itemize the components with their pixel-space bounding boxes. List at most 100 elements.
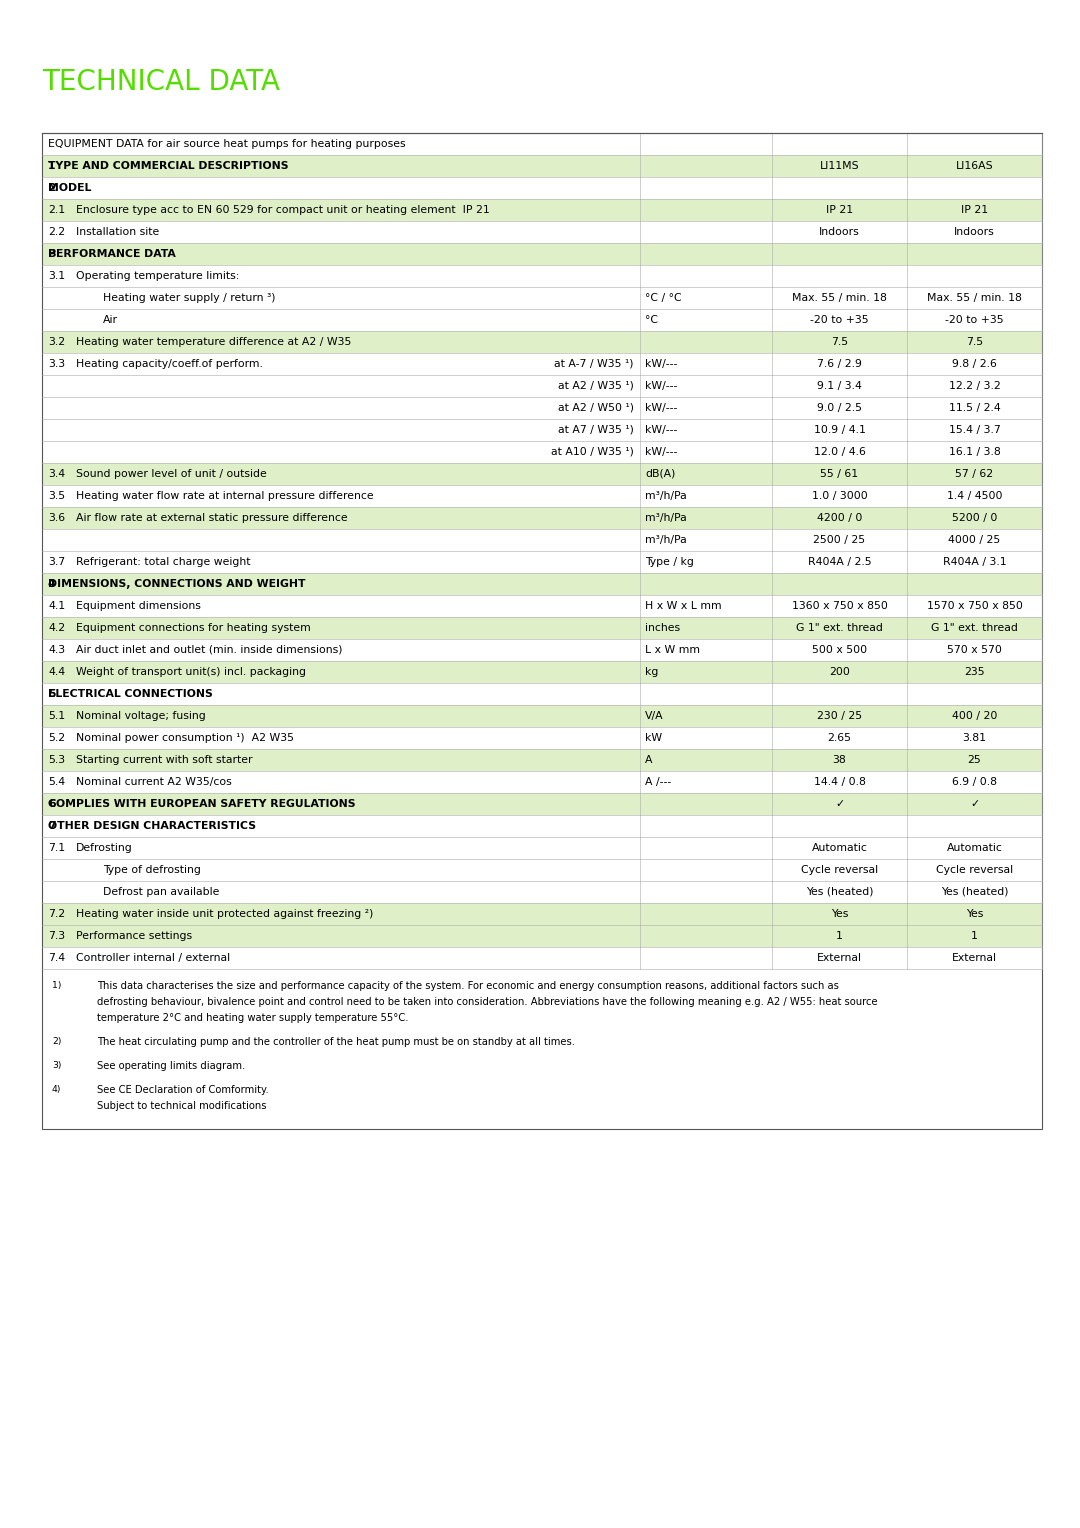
Text: 3: 3 xyxy=(48,249,56,260)
Bar xyxy=(42,749,1042,772)
Text: Starting current with soft starter: Starting current with soft starter xyxy=(76,755,253,766)
Text: IP 21: IP 21 xyxy=(826,205,853,215)
Text: 4.3: 4.3 xyxy=(48,645,65,656)
Text: This data characterises the size and performance capacity of the system. For eco: This data characterises the size and per… xyxy=(97,981,839,992)
Text: at A-7 / W35 ¹): at A-7 / W35 ¹) xyxy=(554,359,634,368)
Text: 7.5: 7.5 xyxy=(966,338,983,347)
Bar xyxy=(42,859,1042,882)
Text: 4.1: 4.1 xyxy=(48,601,65,611)
Text: kW/---: kW/--- xyxy=(645,448,677,457)
Bar xyxy=(42,529,1042,552)
Bar xyxy=(42,397,1042,419)
Bar xyxy=(42,727,1042,749)
Text: 200: 200 xyxy=(829,668,850,677)
Text: Nominal power consumption ¹)  A2 W35: Nominal power consumption ¹) A2 W35 xyxy=(76,733,294,743)
Text: A /---: A /--- xyxy=(645,778,672,787)
Text: External: External xyxy=(951,953,997,963)
Text: 11.5 / 2.4: 11.5 / 2.4 xyxy=(948,403,1000,413)
Bar xyxy=(42,133,1042,1129)
Text: Type of defrosting: Type of defrosting xyxy=(103,865,201,876)
Text: Automatic: Automatic xyxy=(811,843,867,853)
Text: LI16AS: LI16AS xyxy=(956,160,994,171)
Text: ✓: ✓ xyxy=(970,799,980,808)
Text: 3): 3) xyxy=(52,1060,62,1070)
Text: 9.8 / 2.6: 9.8 / 2.6 xyxy=(953,359,997,368)
Text: 235: 235 xyxy=(964,668,985,677)
Bar xyxy=(42,177,1042,199)
Bar xyxy=(42,882,1042,903)
Text: 38: 38 xyxy=(833,755,847,766)
Text: Air flow rate at external static pressure difference: Air flow rate at external static pressur… xyxy=(76,513,348,523)
Text: 57 / 62: 57 / 62 xyxy=(956,469,994,478)
Text: 1570 x 750 x 850: 1570 x 750 x 850 xyxy=(927,601,1023,611)
Text: Yes (heated): Yes (heated) xyxy=(941,886,1009,897)
Bar xyxy=(42,814,1042,837)
Text: -20 to +35: -20 to +35 xyxy=(810,315,868,325)
Text: L x W mm: L x W mm xyxy=(645,645,700,656)
Bar xyxy=(42,662,1042,683)
Text: R404A / 3.1: R404A / 3.1 xyxy=(943,558,1007,567)
Text: 3.6: 3.6 xyxy=(48,513,65,523)
Text: 7.6 / 2.9: 7.6 / 2.9 xyxy=(818,359,862,368)
Text: 3.4: 3.4 xyxy=(48,469,65,478)
Text: Defrosting: Defrosting xyxy=(76,843,133,853)
Text: Automatic: Automatic xyxy=(946,843,1002,853)
Text: 12.2 / 3.2: 12.2 / 3.2 xyxy=(948,380,1000,391)
Bar xyxy=(42,222,1042,243)
Text: 4.4: 4.4 xyxy=(48,668,65,677)
Text: °C: °C xyxy=(645,315,658,325)
Bar xyxy=(42,154,1042,177)
Text: 5.4: 5.4 xyxy=(48,778,65,787)
Text: m³/h/Pa: m³/h/Pa xyxy=(645,513,687,523)
Text: Cycle reversal: Cycle reversal xyxy=(801,865,878,876)
Text: 25: 25 xyxy=(968,755,982,766)
Text: defrosting behaviour, bivalence point and control need to be taken into consider: defrosting behaviour, bivalence point an… xyxy=(97,996,878,1007)
Text: MODEL: MODEL xyxy=(48,183,92,193)
Text: ✓: ✓ xyxy=(835,799,845,808)
Text: Type / kg: Type / kg xyxy=(645,558,693,567)
Text: 55 / 61: 55 / 61 xyxy=(821,469,859,478)
Text: Indoors: Indoors xyxy=(954,228,995,237)
Text: 7.1: 7.1 xyxy=(48,843,65,853)
Text: 5200 / 0: 5200 / 0 xyxy=(951,513,997,523)
Text: Heating water flow rate at internal pressure difference: Heating water flow rate at internal pres… xyxy=(76,490,374,501)
Text: 7.4: 7.4 xyxy=(48,953,65,963)
Text: Air: Air xyxy=(103,315,118,325)
Text: 2.1: 2.1 xyxy=(48,205,65,215)
Text: Subject to technical modifications: Subject to technical modifications xyxy=(97,1102,267,1111)
Text: 9.0 / 2.5: 9.0 / 2.5 xyxy=(816,403,862,413)
Bar xyxy=(42,353,1042,374)
Text: 2.2: 2.2 xyxy=(48,228,65,237)
Text: OTHER DESIGN CHARACTERISTICS: OTHER DESIGN CHARACTERISTICS xyxy=(48,821,256,831)
Text: 16.1 / 3.8: 16.1 / 3.8 xyxy=(948,448,1000,457)
Text: 3.3: 3.3 xyxy=(48,359,65,368)
Text: kW/---: kW/--- xyxy=(645,359,677,368)
Text: G 1" ext. thread: G 1" ext. thread xyxy=(931,623,1018,633)
Text: kW/---: kW/--- xyxy=(645,403,677,413)
Text: 9.1 / 3.4: 9.1 / 3.4 xyxy=(818,380,862,391)
Text: 5: 5 xyxy=(48,689,55,698)
Text: 4: 4 xyxy=(48,579,56,588)
Text: ELECTRICAL CONNECTIONS: ELECTRICAL CONNECTIONS xyxy=(48,689,213,698)
Text: 5.2: 5.2 xyxy=(48,733,65,743)
Bar xyxy=(42,419,1042,442)
Text: Indoors: Indoors xyxy=(819,228,860,237)
Text: 3.2: 3.2 xyxy=(48,338,65,347)
Text: Refrigerant: total charge weight: Refrigerant: total charge weight xyxy=(76,558,251,567)
Text: at A2 / W35 ¹): at A2 / W35 ¹) xyxy=(558,380,634,391)
Text: 7: 7 xyxy=(48,821,56,831)
Text: 3.81: 3.81 xyxy=(962,733,986,743)
Bar xyxy=(42,903,1042,924)
Text: 10.9 / 4.1: 10.9 / 4.1 xyxy=(813,425,865,435)
Text: dB(A): dB(A) xyxy=(645,469,675,478)
Text: Nominal voltage; fusing: Nominal voltage; fusing xyxy=(76,711,206,721)
Text: 5.3: 5.3 xyxy=(48,755,65,766)
Text: 500 x 500: 500 x 500 xyxy=(812,645,867,656)
Text: kW/---: kW/--- xyxy=(645,425,677,435)
Text: External: External xyxy=(816,953,862,963)
Text: TECHNICAL DATA: TECHNICAL DATA xyxy=(42,69,280,96)
Text: 6: 6 xyxy=(48,799,56,808)
Text: Heating water inside unit protected against freezing ²): Heating water inside unit protected agai… xyxy=(76,909,374,918)
Text: Sound power level of unit / outside: Sound power level of unit / outside xyxy=(76,469,267,478)
Text: See operating limits diagram.: See operating limits diagram. xyxy=(97,1060,245,1071)
